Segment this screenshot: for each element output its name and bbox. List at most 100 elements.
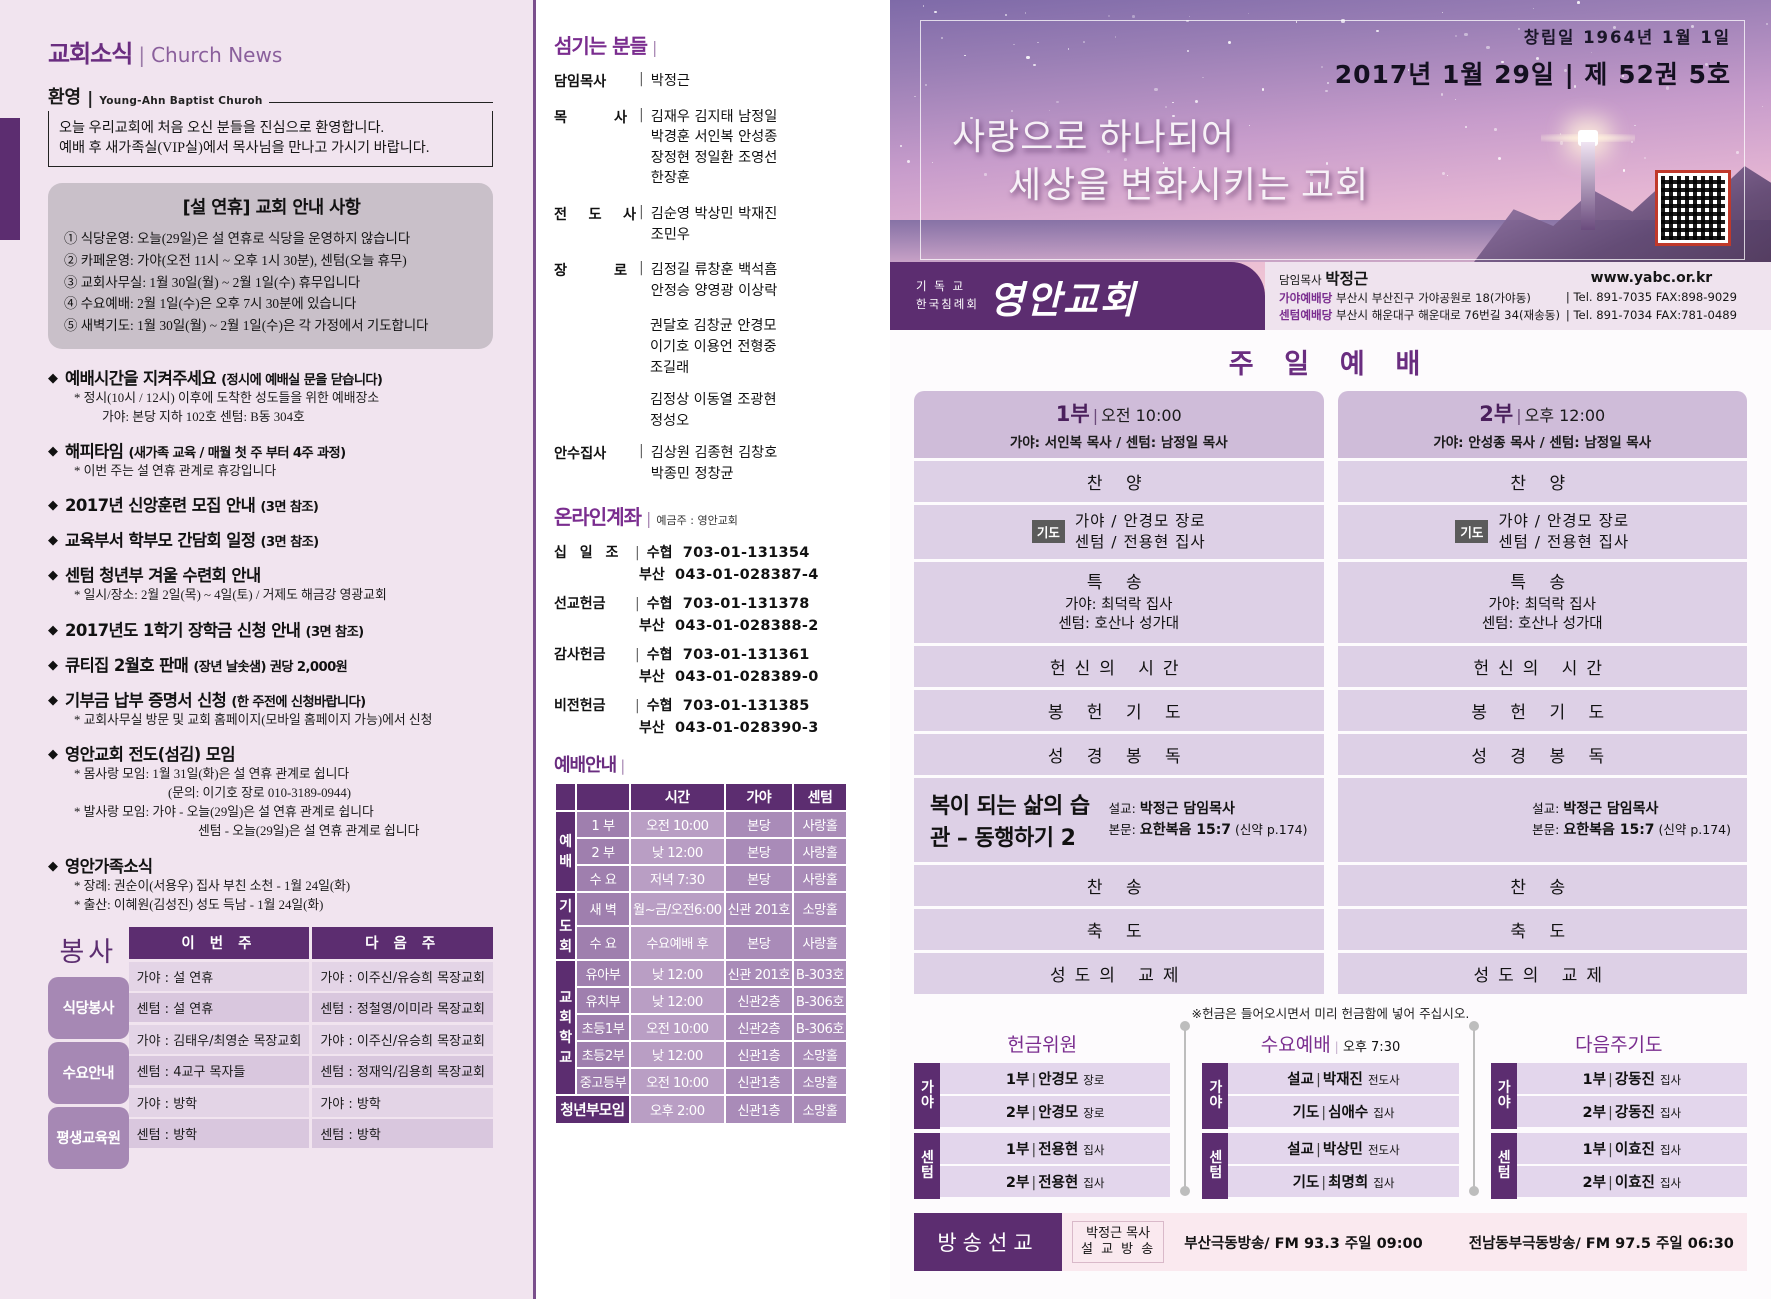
worship-order-item: 기도 가야 / 안경모 장로 센텀 / 전용현 집사 (1338, 505, 1748, 559)
worship-order-item: 성도의 교제 (914, 953, 1324, 994)
worship-order-item: 기도 가야 / 안경모 장로 센텀 / 전용현 집사 (914, 505, 1324, 559)
worship-gaya: 본당 (726, 927, 792, 959)
founding-date: 창립일 1964년 1월 1일 (1335, 24, 1731, 48)
column-header: 시간 (631, 784, 724, 810)
diamond-bullet-icon: ◆ (48, 624, 58, 637)
worship-info-header: 예배안내 | (554, 751, 878, 777)
worship-subtype: 1 부 (577, 812, 629, 837)
staff-divider: | (636, 107, 651, 189)
staff-name-line: 김정상 이동열 조광현 (650, 390, 878, 411)
servants-header: 섬기는 분들 | (554, 30, 878, 59)
announcement-title: 영안가족소식 (65, 853, 152, 877)
account-divider: | (632, 596, 647, 612)
duty-pair: 센 텀 1부 | 이효진 집사 2부 | 이효진 집사 (1491, 1133, 1747, 1199)
church-news-title-ko: 교회소식 (48, 34, 132, 69)
list-item: ② 카페운영: 가야(오전 11시 ~ 오후 1시 30분), 센텀(오늘 휴무… (64, 250, 479, 272)
diamond-bullet-icon: ◆ (48, 499, 58, 512)
staff-role: 목사 (554, 107, 636, 189)
worship-time: 수요예배 후 (631, 927, 724, 959)
announcement-list: ◆ 예배시간을 지켜주세요 (정시에 예배실 문을 닫습니다) * 정시(10시 /… (48, 365, 493, 915)
duty-row: 2부 | 전용현 집사 (940, 1166, 1170, 1197)
staff-name-line: 김순영 박상민 박재진 (651, 204, 778, 225)
diamond-bullet-icon: ◆ (48, 534, 58, 547)
list-item: ③ 교회사무실: 1월 30일(월) ~ 2월 1일(수) 휴무입니다 (64, 272, 479, 294)
announcement-item: ◆ 2017년도 1학기 장학금 신청 안내 (3면 참조) (48, 617, 493, 641)
volunteer-row-label: 식당봉사 (48, 977, 129, 1039)
offering-note: ※헌금은 들어오시면서 미리 헌금함에 넣어 주십시오. (890, 1003, 1771, 1022)
prayer-names: 가야 / 안경모 장로 센텀 / 전용현 집사 (1498, 511, 1629, 553)
worship-time: 월~금/오전6:00 (631, 893, 724, 925)
account-row: 부산 043-01-028389-0 (639, 666, 878, 686)
staff-name-line: 박경훈 서인복 안성종 (651, 127, 778, 148)
table-row: 수 요 수요예배 후 본당 사랑홀 (556, 927, 846, 959)
denomination-line-2: 한국침례회 (916, 296, 979, 314)
announcement-item: ◆ 기부금 납부 증명서 신청 (한 주전에 신청바랍니다) * 교회사무실 방문 … (48, 687, 493, 730)
duty-block: 헌금위원 가 야 1부 | 안경모 장로 2부 | 안경모 장로 센 텀 1부 | 전용현 집사 2부 | 전용… (914, 1030, 1186, 1203)
account-row: 비전헌금 | 수협 703-01-131385 (554, 695, 878, 715)
volunteer-cell: 센텀 : 정재익/김용희 목장교회 (312, 1056, 493, 1085)
staff-name-line: 장정현 정일환 조영선 (651, 148, 778, 169)
staff-names: 김재우 김지태 남정일 박경훈 서인복 안성종 장정현 정일환 조영선 한장훈 (651, 107, 778, 189)
worship-gaya: 본당 (726, 866, 792, 891)
masthead-banner: 창립일 1964년 1월 1일 2017년 1월 29일 | 제 52권 5호 … (890, 0, 1771, 330)
prayer-tag: 기도 (1455, 520, 1488, 543)
account-row: 십 일 조 | 수협 703-01-131354 (554, 542, 878, 562)
worship-centum: 소망홀 (794, 1042, 846, 1067)
title-divider: | (620, 757, 625, 775)
worship-centum: 소망홀 (794, 893, 846, 925)
volunteer-title: 봉사 (48, 927, 129, 977)
worship-gaya: 신관2층 (726, 1015, 792, 1040)
staff-name-line: 조민우 (651, 225, 778, 246)
duty-row: 2부 | 안경모 장로 (940, 1096, 1170, 1127)
qr-code-icon[interactable] (1655, 170, 1731, 246)
worship-subtype: 수 요 (577, 866, 629, 891)
title-divider: | (652, 38, 657, 57)
worship-order-item: 성 경 봉 독 (914, 734, 1324, 775)
announcement-title: 2017년 신앙훈련 모집 안내 (3면 참조) (65, 492, 318, 516)
diamond-bullet-icon: ◆ (48, 748, 58, 761)
column-header: 가야 (726, 784, 792, 810)
prayer-names: 가야 / 안경모 장로 센텀 / 전용현 집사 (1075, 511, 1206, 553)
announcement-detail: 가야: 본당 지하 102호 센텀: B동 304호 (102, 408, 493, 427)
account-list: 십 일 조 | 수협 703-01-131354 부산 043-01-028387-4 선교… (554, 542, 878, 737)
diamond-bullet-icon: ◆ (48, 372, 58, 385)
address-2: 부산시 해운대구 해운대로 76번길 34(재송동) (1336, 308, 1560, 322)
pastor-label: 담임목사 (1279, 273, 1322, 287)
sermon-meta: 설교: 박정근 담임목사 본문: 요한복음 15:7 (신약 p.174) (1532, 799, 1731, 841)
table-row: 초등2부 낮 12:00 신관1층 소망홀 (556, 1042, 846, 1067)
worship-centum: 소망홀 (794, 1069, 846, 1094)
holiday-notice-title: [설 연휴] 교회 안내 사항 (64, 194, 479, 219)
announcement-title: 영안교회 전도(섬김) 모임 (65, 741, 235, 765)
announcement-item: ◆ 큐티집 2월호 판매 (장년 날솟샘) 권당 2,000원 (48, 652, 493, 676)
worship-time: 저녁 7:30 (631, 866, 724, 891)
account-type: 감사헌금 (554, 644, 632, 664)
announcement-title: 2017년도 1학기 장학금 신청 안내 (3면 참조) (65, 617, 364, 641)
duty-pair: 센 텀 1부 | 전용현 집사 2부 | 전용현 집사 (914, 1133, 1170, 1199)
announcement-detail: * 이번 주는 설 연휴 관계로 휴강입니다 (74, 462, 493, 481)
staff-list: 담임목사 | 박정근목 사 | 김재우 김지태 남정일 박경훈 서인복 안성종 장정현 정일환… (554, 71, 878, 485)
worship-subtype: 초등1부 (577, 1015, 629, 1040)
duty-pair: 가 야 설교 | 박재진 전도사 기도 | 심애수 집사 (1202, 1063, 1458, 1129)
duty-row: 설교 | 박상민 전도사 (1228, 1133, 1458, 1164)
diamond-bullet-icon: ◆ (48, 694, 58, 707)
diamond-bullet-icon: ◆ (48, 659, 58, 672)
staff-row: 담임목사 | 박정근 (554, 71, 878, 92)
welcome-section: 환영 | Young-Ahn Baptist Churoh 오늘 우리교회에 처… (48, 83, 493, 167)
service-part: 2부 (1479, 402, 1513, 426)
staff-divider: | (636, 71, 651, 92)
staff-name-line: 정성오 (650, 411, 878, 432)
campus-label: 센텀 (914, 1133, 940, 1199)
list-item: ④ 수요예배: 2월 1일(수)은 오후 7시 30분에 있습니다 (64, 293, 479, 315)
worship-info-title: 예배안내 (554, 751, 616, 777)
account-divider: | (632, 647, 647, 663)
account-type: 십 일 조 (554, 542, 632, 562)
special-song-label: 특 송 (1338, 568, 1748, 593)
service-header: 2부 | 오후 12:00 가야: 안성종 목사 / 센텀: 남정일 목사 (1338, 391, 1748, 458)
staff-role: 장로 (554, 260, 636, 301)
volunteer-table: 봉사 식당봉사 수요안내 평생교육원 이 번 주 다 음 주 가야 : 설 연휴… (48, 927, 493, 1172)
announcement-detail: * 일시/장소: 2월 2일(목) ~ 4일(토) / 거제도 해금강 영광교회 (74, 586, 493, 605)
website-url[interactable]: www.yabc.or.kr (1566, 268, 1737, 289)
duty-pair: 가 야 1부 | 강동진 집사 2부 | 강동진 집사 (1491, 1063, 1747, 1129)
slogan-line-2: 세상을 변화시키는 교회 (1008, 162, 1369, 210)
staff-names: 김순영 박상민 박재진 조민우 (651, 204, 778, 245)
